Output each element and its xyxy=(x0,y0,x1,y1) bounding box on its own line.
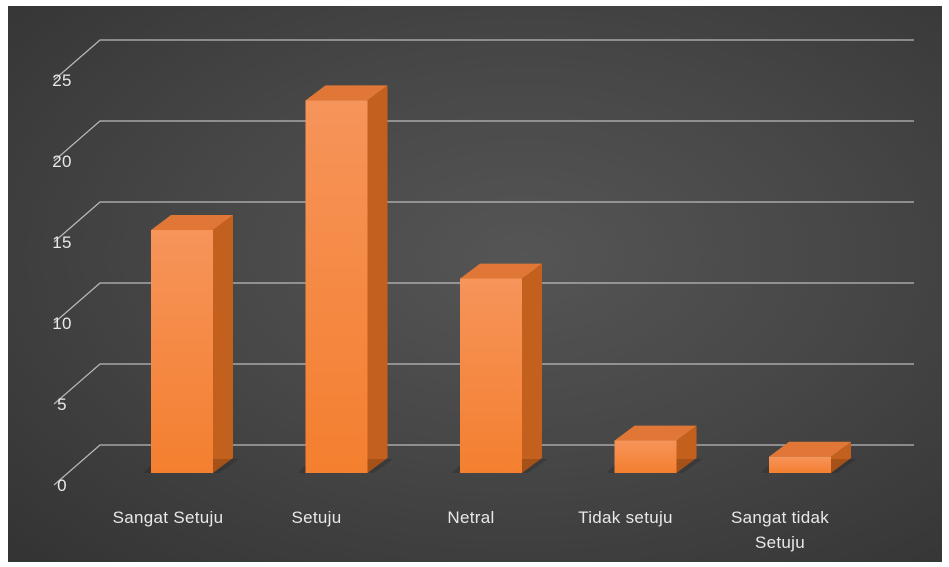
y-tick-label: 25 xyxy=(52,71,72,90)
bar-side xyxy=(367,85,388,474)
bar xyxy=(297,85,394,474)
gridline xyxy=(53,39,914,81)
x-tick-label: Netral xyxy=(447,508,494,527)
bar-chart-3d: 0 5 10 15 20 25 Sangat Setuju Setuju Netral Tida… xyxy=(52,39,914,552)
gridline xyxy=(53,201,914,243)
bar xyxy=(606,425,703,473)
x-tick-label: Sangat tidak Setuju xyxy=(731,508,829,552)
x-tick-label-line: Setuju xyxy=(291,508,341,527)
gridline xyxy=(53,282,914,324)
bar-front-face xyxy=(614,440,677,473)
bar-top xyxy=(460,263,542,279)
x-tick-label-line: Setuju xyxy=(755,533,805,552)
gridline xyxy=(53,120,914,162)
bar-top xyxy=(614,425,697,441)
bar xyxy=(143,215,239,473)
bar-front-face xyxy=(151,230,213,473)
bar-side xyxy=(522,263,542,473)
x-tick-label: Sangat Setuju xyxy=(113,508,224,527)
y-axis-ticks: 0 5 10 15 20 25 xyxy=(52,71,72,495)
bar-side xyxy=(676,425,697,473)
y-tick-label: 15 xyxy=(52,233,72,252)
y-tick-label: 5 xyxy=(57,395,67,414)
bar-top xyxy=(151,215,233,230)
bar-side xyxy=(831,441,851,473)
bar-front-face xyxy=(460,278,522,473)
bar-front-face xyxy=(305,100,368,474)
y-tick-label: 10 xyxy=(52,314,72,333)
x-tick-label-line: Tidak setuju xyxy=(578,508,673,527)
y-tick-label: 0 xyxy=(57,476,67,495)
x-tick-label-line: Netral xyxy=(447,508,494,527)
x-tick-label: Tidak setuju xyxy=(578,508,673,527)
bar-top xyxy=(769,441,851,457)
x-axis-labels: Sangat Setuju Setuju Netral Tidak setuju San… xyxy=(113,508,829,552)
y-tick-label: 20 xyxy=(52,152,72,171)
bar xyxy=(761,441,857,473)
bar-top xyxy=(305,85,388,101)
x-tick-label: Setuju xyxy=(291,508,341,527)
x-tick-label-line: Sangat Setuju xyxy=(113,508,224,527)
gridline xyxy=(53,363,914,405)
bar-side xyxy=(213,215,233,473)
bars xyxy=(143,85,857,474)
x-tick-label-line: Sangat tidak xyxy=(731,508,829,527)
bar-front-face xyxy=(769,456,831,473)
bar xyxy=(452,263,548,473)
chart-area: 0 5 10 15 20 25 Sangat Setuju Setuju Netral Tida… xyxy=(8,6,942,562)
